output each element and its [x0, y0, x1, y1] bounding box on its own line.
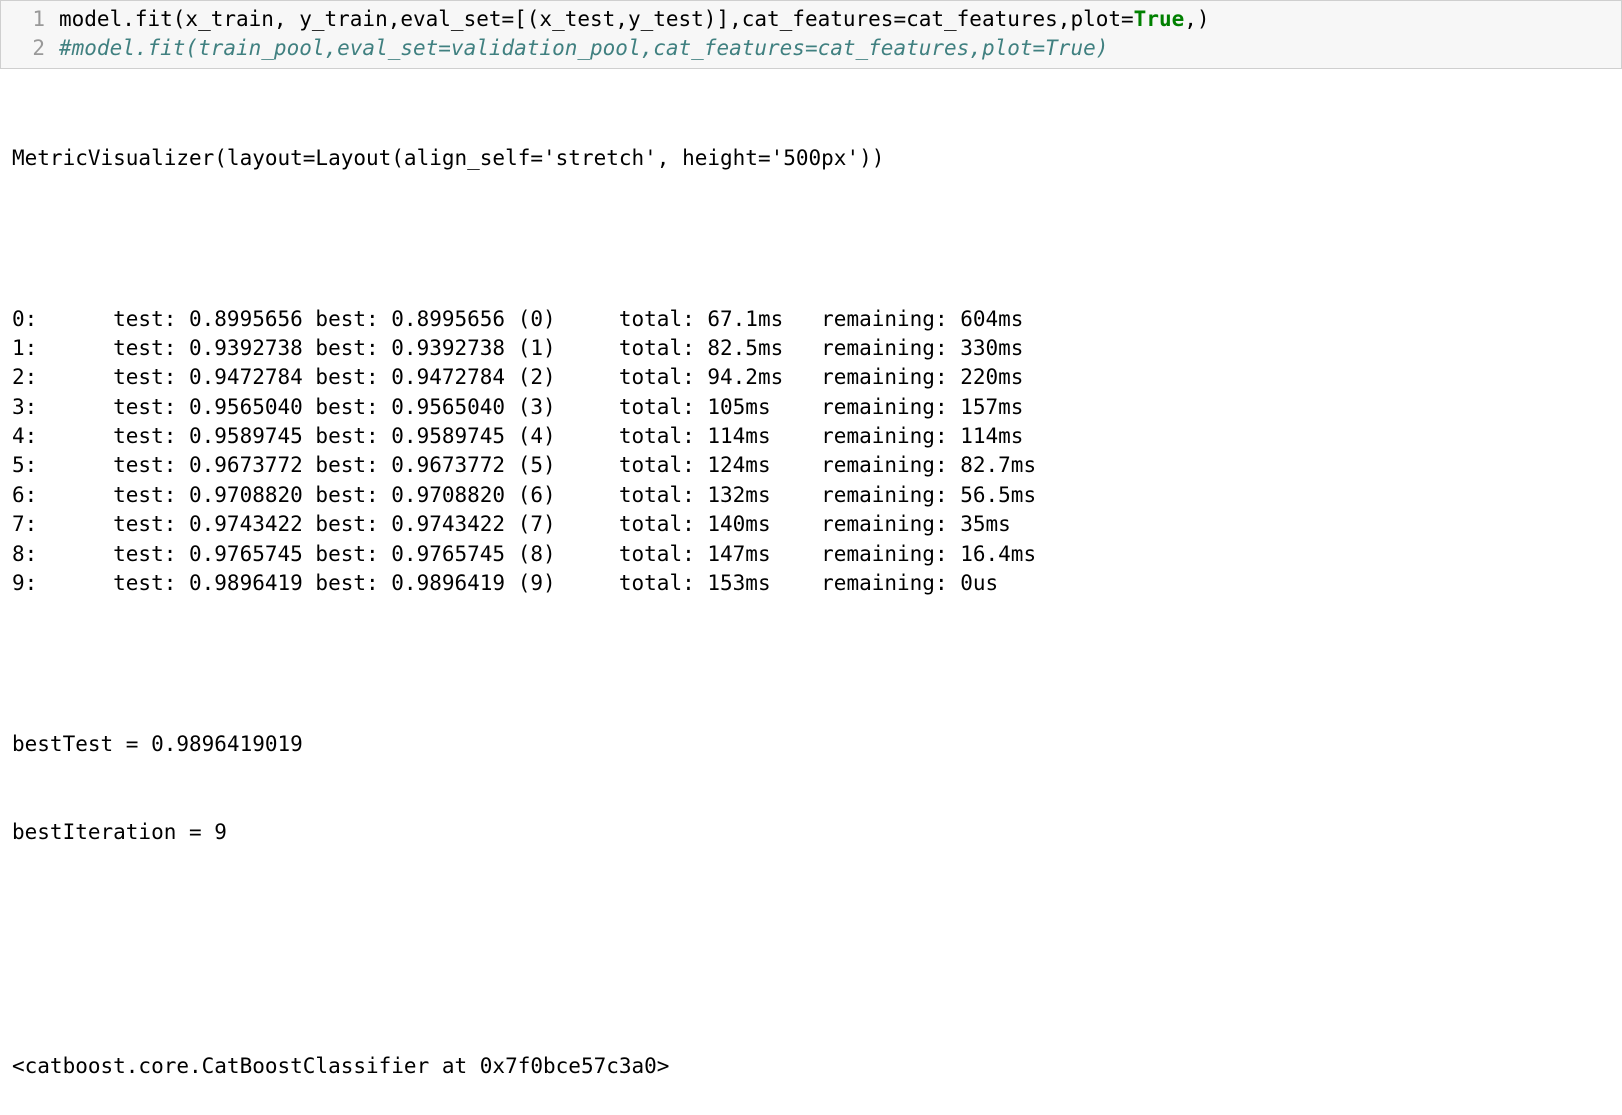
iteration-log: 0: test: 0.8995656 best: 0.8995656 (0) t… [12, 305, 1610, 599]
best-test-line: bestTest = 0.9896419019 [12, 730, 1610, 759]
iteration-row: 6: test: 0.9708820 best: 0.9708820 (6) t… [12, 481, 1610, 510]
line-number: 1 [1, 5, 59, 34]
comment: #model.fit(train_pool,eval_set=validatio… [59, 36, 1108, 60]
metric-visualizer-line: MetricVisualizer(layout=Layout(align_sel… [12, 144, 1610, 173]
keyword-true: True [1134, 7, 1185, 31]
iteration-row: 2: test: 0.9472784 best: 0.9472784 (2) t… [12, 363, 1610, 392]
object-repr-line: <catboost.core.CatBoostClassifier at 0x7… [12, 1052, 1610, 1081]
best-iteration-line: bestIteration = 9 [12, 818, 1610, 847]
iteration-row: 1: test: 0.9392738 best: 0.9392738 (1) t… [12, 334, 1610, 363]
output-area: MetricVisualizer(layout=Layout(align_sel… [0, 81, 1622, 1115]
code-text: ,) [1184, 7, 1209, 31]
spacer [12, 657, 1610, 671]
iteration-row: 0: test: 0.8995656 best: 0.8995656 (0) t… [12, 305, 1610, 334]
code-content[interactable]: model.fit(x_train, y_train,eval_set=[(x_… [59, 5, 1621, 34]
iteration-row: 9: test: 0.9896419 best: 0.9896419 (9) t… [12, 569, 1610, 598]
line-number: 2 [1, 34, 59, 63]
spacer [12, 906, 1610, 920]
spacer [12, 979, 1610, 993]
iteration-row: 5: test: 0.9673772 best: 0.9673772 (5) t… [12, 451, 1610, 480]
iteration-row: 8: test: 0.9765745 best: 0.9765745 (8) t… [12, 540, 1610, 569]
code-text: model.fit(x_train, y_train,eval_set=[(x_… [59, 7, 1134, 31]
iteration-row: 3: test: 0.9565040 best: 0.9565040 (3) t… [12, 393, 1610, 422]
iteration-row: 7: test: 0.9743422 best: 0.9743422 (7) t… [12, 510, 1610, 539]
code-line-1: 1 model.fit(x_train, y_train,eval_set=[(… [1, 5, 1621, 34]
spacer [12, 232, 1610, 246]
iteration-row: 4: test: 0.9589745 best: 0.9589745 (4) t… [12, 422, 1610, 451]
code-content[interactable]: #model.fit(train_pool,eval_set=validatio… [59, 34, 1621, 63]
code-line-2: 2 #model.fit(train_pool,eval_set=validat… [1, 34, 1621, 63]
code-cell: 1 model.fit(x_train, y_train,eval_set=[(… [0, 0, 1622, 69]
